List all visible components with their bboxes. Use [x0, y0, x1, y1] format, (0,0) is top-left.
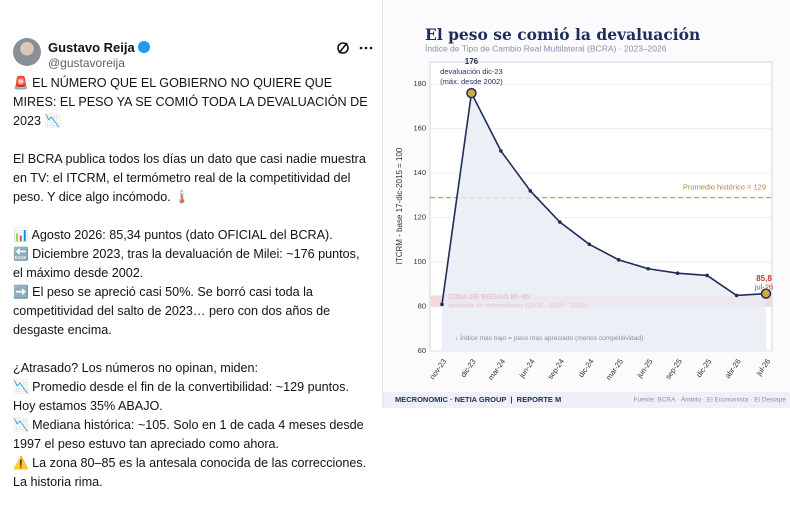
annotation: devaluación dic-23 — [440, 67, 503, 76]
point — [528, 189, 533, 193]
chart-subtitle: Índice de Tipo de Cambio Real Multilater… — [425, 43, 667, 53]
y-tick-label: 100 — [413, 257, 426, 266]
tweet-actions — [337, 42, 373, 54]
tweet: Gustavo Reija @gustavoreija 🚨 EL NÚMERO … — [0, 0, 383, 489]
y-tick-label: 60 — [418, 346, 426, 355]
point — [646, 266, 650, 271]
paragraph: ¿Atrasado? Los números no opinan, miden:… — [13, 359, 371, 492]
point — [440, 302, 444, 307]
footer-brand: MECRONOMIC · NETIA GROUP | REPORTE M — [395, 395, 561, 404]
text-line: 📉 Mediana histórica: ~105. Solo en 1 de … — [13, 418, 364, 451]
y-axis-label: ITCRM - base 17-dic-2015 = 100 — [395, 147, 404, 264]
text-line: El BCRA publica todos los días un dato q… — [13, 152, 366, 204]
text-line: ⚠️ La zona 80–85 es la antesala conocida… — [13, 456, 367, 489]
paragraph: El BCRA publica todos los días un dato q… — [13, 150, 371, 207]
author: Gustavo Reija — [48, 40, 135, 55]
grok-icon[interactable] — [337, 42, 349, 54]
point — [558, 220, 562, 224]
annotation: jul-26 — [754, 283, 773, 292]
text-line: 🔙 Diciembre 2023, tras la devaluación de… — [13, 247, 360, 280]
text-line: ➡️ El peso se apreció casi 50%. Se borró… — [13, 285, 331, 337]
reference-label: Promedio histórico = 129 — [683, 183, 766, 192]
point — [499, 149, 503, 153]
footer-source: Fuente: BCRA · Ámbito · El Economista · … — [634, 395, 787, 404]
value-label: 176 — [465, 57, 479, 66]
tweet-body: 🚨 EL NÚMERO QUE EL GOBIERNO NO QUIERE QU… — [13, 74, 371, 511]
page: {"tweet": { "author": "Gustavo Reija", "… — [0, 0, 790, 489]
author-handle[interactable]: @gustavoreija — [48, 56, 125, 70]
footer-bar — [383, 392, 790, 408]
point — [734, 293, 739, 298]
point — [705, 273, 709, 278]
point — [587, 242, 592, 247]
avatar[interactable] — [13, 38, 41, 66]
y-tick-label: 180 — [413, 79, 426, 88]
chart-title: El peso se comió la devaluación — [425, 25, 700, 44]
text-line: ¿Atrasado? Los números no opinan, miden: — [13, 361, 259, 375]
paragraph: 🚨 EL NÚMERO QUE EL GOBIERNO NO QUIERE QU… — [13, 74, 371, 131]
y-tick-label: 160 — [413, 124, 426, 133]
highlight-point — [466, 87, 477, 99]
text-line: 📊 Agosto 2026: 85,34 puntos (dato OFICIA… — [13, 228, 333, 242]
highlight-point — [760, 288, 772, 299]
value-label: 85,8 — [756, 274, 772, 283]
annotation: (máx. desde 2002) — [440, 77, 503, 86]
y-tick-label: 140 — [413, 168, 426, 177]
text-line: 📉 Promedio desde el fin de la convertibi… — [13, 380, 349, 413]
y-tick-label: 120 — [413, 213, 426, 222]
author-name[interactable]: Gustavo Reija — [48, 40, 150, 55]
paragraph: 📊 Agosto 2026: 85,34 puntos (dato OFICIA… — [13, 226, 371, 340]
text-line: 🚨 EL NÚMERO QUE EL GOBIERNO NO QUIERE QU… — [13, 76, 368, 128]
point — [675, 271, 680, 275]
y-tick-label: 80 — [418, 302, 426, 311]
point — [616, 258, 621, 262]
verified-badge — [137, 41, 150, 53]
area — [442, 93, 766, 351]
note: ↓ Índice más bajo = peso más apreciado (… — [455, 333, 643, 342]
more-icon[interactable] — [359, 46, 373, 50]
line — [441, 90, 767, 305]
chart: El peso se comió la devaluación Índice d… — [383, 0, 790, 408]
